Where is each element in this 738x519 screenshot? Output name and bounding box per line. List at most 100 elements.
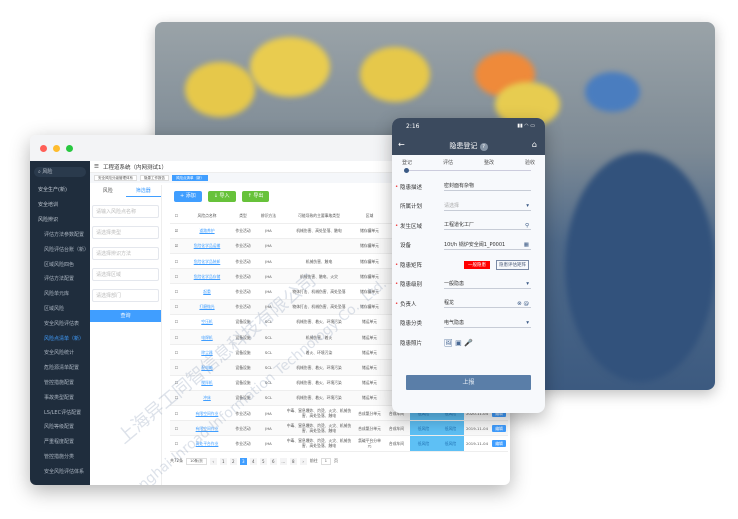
risk-name-link[interactable]: 除尘器 bbox=[201, 349, 213, 355]
risk-name-link[interactable]: 空压机 bbox=[201, 319, 213, 325]
goto-input[interactable]: 1 bbox=[320, 457, 331, 465]
menu-item[interactable]: 风险辨识 bbox=[38, 217, 59, 223]
filter-input[interactable]: 请输入风险点名称 bbox=[92, 205, 159, 218]
row-checkbox[interactable]: ☐ bbox=[170, 344, 183, 361]
dropdown-icon[interactable]: ▾ bbox=[526, 320, 529, 327]
menu-item[interactable]: 安全生产(新) bbox=[38, 187, 67, 193]
tab-filter[interactable]: 筛选器 bbox=[125, 185, 161, 197]
submenu-item[interactable]: 危险源清单配置 bbox=[44, 365, 80, 372]
risk-name-link[interactable]: 高处平台作业 bbox=[195, 440, 219, 446]
add-button[interactable]: + 添加 bbox=[174, 191, 202, 202]
risk-name-link[interactable]: 打磨抛光 bbox=[199, 304, 215, 310]
risk-name-link[interactable]: 配电箱 bbox=[201, 364, 213, 370]
risk-name-link[interactable]: 危险化学品装卸 bbox=[193, 258, 221, 264]
risk-name-link[interactable]: 有限空间作业 bbox=[195, 425, 219, 431]
row-checkbox[interactable]: ☐ bbox=[170, 268, 183, 285]
edit-button[interactable]: 编辑 bbox=[492, 424, 506, 432]
edit-button[interactable]: 编辑 bbox=[492, 409, 506, 417]
risk-name-link[interactable]: 危险化学品运输 bbox=[193, 243, 221, 249]
submenu-item[interactable]: 风险点清单（新） bbox=[44, 335, 85, 342]
risk-name-link[interactable]: 危险化学品存储 bbox=[193, 273, 221, 279]
field-value[interactable]: 密封面有杂物 bbox=[444, 182, 531, 192]
submenu-item[interactable]: 区域风险四色 bbox=[44, 261, 75, 268]
submenu-item[interactable]: 管控措施分类 bbox=[44, 453, 75, 460]
next-page-button[interactable]: › bbox=[299, 457, 307, 465]
row-checkbox[interactable]: ☐ bbox=[170, 405, 183, 422]
row-checkbox[interactable]: ☐ bbox=[170, 375, 183, 391]
prev-page-button[interactable]: ‹ bbox=[209, 457, 217, 465]
maximize-dot[interactable] bbox=[66, 144, 73, 152]
risk-name-link[interactable]: 搅拌机 bbox=[201, 380, 213, 386]
dropdown-icon[interactable]: ▾ bbox=[526, 281, 529, 288]
submenu-item[interactable]: 区域风险 bbox=[44, 305, 65, 312]
page-tab[interactable]: 安全风险分级管理体系 bbox=[94, 175, 137, 181]
dropdown-icon[interactable]: ▾ bbox=[526, 203, 529, 210]
menu-item[interactable]: 安全培训 bbox=[38, 202, 59, 208]
submit-button[interactable]: 上报 bbox=[406, 375, 531, 390]
row-checkbox[interactable]: ☐ bbox=[170, 299, 183, 315]
edit-button[interactable]: 编辑 bbox=[492, 439, 506, 447]
page-button[interactable]: 5 bbox=[259, 457, 267, 465]
risk-name-link[interactable]: 有限空间作业 bbox=[195, 410, 219, 416]
field-value[interactable]: 请选择 bbox=[444, 202, 531, 211]
risk-name-link[interactable]: 道路养护 bbox=[199, 228, 215, 234]
page-button[interactable]: 4 bbox=[249, 457, 257, 465]
row-checkbox[interactable]: ☐ bbox=[170, 329, 183, 346]
row-checkbox[interactable]: ☐ bbox=[170, 283, 183, 300]
back-icon[interactable]: ← bbox=[398, 140, 405, 149]
sidebar-search[interactable]: ⌕ 风险 bbox=[34, 167, 86, 177]
field-value[interactable]: 工程道化工厂 bbox=[444, 221, 531, 231]
field-value[interactable]: 程龙 bbox=[444, 299, 531, 309]
submenu-item[interactable]: 评估方法参数配置 bbox=[44, 232, 85, 238]
row-checkbox[interactable]: ☐ bbox=[170, 359, 183, 376]
help-icon[interactable]: ? bbox=[479, 143, 488, 151]
page-button[interactable]: 1 bbox=[219, 457, 227, 465]
page-tab[interactable]: 风险点清单（新） bbox=[172, 175, 208, 181]
field-value[interactable]: 一般隐患 bbox=[444, 280, 531, 289]
location-icon[interactable]: ⚲ bbox=[524, 222, 529, 229]
matrix-tag[interactable]: 一般隐患 bbox=[464, 260, 490, 269]
page-button[interactable]: 8 bbox=[289, 457, 297, 465]
page-button[interactable]: 6 bbox=[269, 457, 277, 465]
submenu-item[interactable]: 严重程度配置 bbox=[44, 439, 75, 446]
risk-name-link[interactable]: 起重 bbox=[203, 289, 211, 295]
field-value[interactable]: 电气隐患 bbox=[444, 319, 531, 328]
risk-name-link[interactable]: 电焊机 bbox=[201, 334, 213, 340]
submenu-item[interactable]: 安全风险评估体系 bbox=[44, 468, 85, 475]
row-checkbox[interactable]: ☐ bbox=[170, 435, 183, 452]
export-button[interactable]: ↑ 导出 bbox=[241, 191, 270, 202]
tab-risk[interactable]: 风险 bbox=[102, 188, 113, 194]
field-value[interactable]: 10t/h 锅炉安全阀1_P0001 bbox=[444, 241, 531, 250]
close-dot[interactable] bbox=[40, 144, 47, 152]
photo-upload-icons[interactable]: 🖼 ▣ 🎤 bbox=[444, 338, 473, 347]
row-checkbox[interactable]: ☐ bbox=[170, 253, 183, 270]
filter-input[interactable]: 请选择区域 bbox=[92, 268, 159, 281]
select-all-checkbox[interactable]: ☐ bbox=[170, 208, 183, 224]
minimize-dot[interactable] bbox=[53, 144, 60, 152]
matrix-button[interactable]: 隐患评估矩阵 bbox=[496, 259, 529, 270]
submenu-item[interactable]: 风险等级配置 bbox=[44, 424, 75, 431]
row-checkbox[interactable]: ☐ bbox=[170, 390, 183, 406]
scan-icon[interactable]: ▦ bbox=[523, 242, 529, 249]
page-size-select[interactable]: 10条/页 bbox=[186, 457, 207, 465]
query-button[interactable]: 查询 bbox=[90, 310, 161, 322]
page-button[interactable]: ... bbox=[279, 457, 287, 465]
filter-input[interactable]: 请选择部门 bbox=[92, 289, 159, 302]
home-icon[interactable]: ⌂ bbox=[531, 140, 537, 149]
menu-toggle-icon[interactable]: ☰ bbox=[94, 163, 99, 170]
submenu-item[interactable]: 事故类型配置 bbox=[44, 394, 75, 401]
page-button[interactable]: 2 bbox=[229, 457, 237, 465]
filter-input[interactable]: 请选择辨识方法 bbox=[92, 247, 159, 260]
submenu-item[interactable]: LS/LEC评估配置 bbox=[44, 409, 82, 416]
page-button[interactable]: 3 bbox=[239, 457, 247, 465]
filter-input[interactable]: 请选择类型 bbox=[92, 226, 159, 239]
row-checkbox[interactable]: ☐ bbox=[170, 314, 183, 331]
submenu-item[interactable]: 安全风险评估表 bbox=[44, 320, 80, 327]
import-button[interactable]: ↓ 导入 bbox=[207, 191, 236, 202]
submenu-item[interactable]: 风险评估台账（新） bbox=[44, 246, 90, 253]
risk-name-link[interactable]: 冲床 bbox=[203, 395, 211, 401]
person-icon[interactable]: ⊗ @ bbox=[517, 300, 529, 307]
row-checkbox[interactable]: ☐ bbox=[170, 420, 183, 437]
row-checkbox[interactable]: ☑ bbox=[170, 238, 183, 255]
submenu-item[interactable]: 安全风险统计 bbox=[44, 350, 75, 357]
